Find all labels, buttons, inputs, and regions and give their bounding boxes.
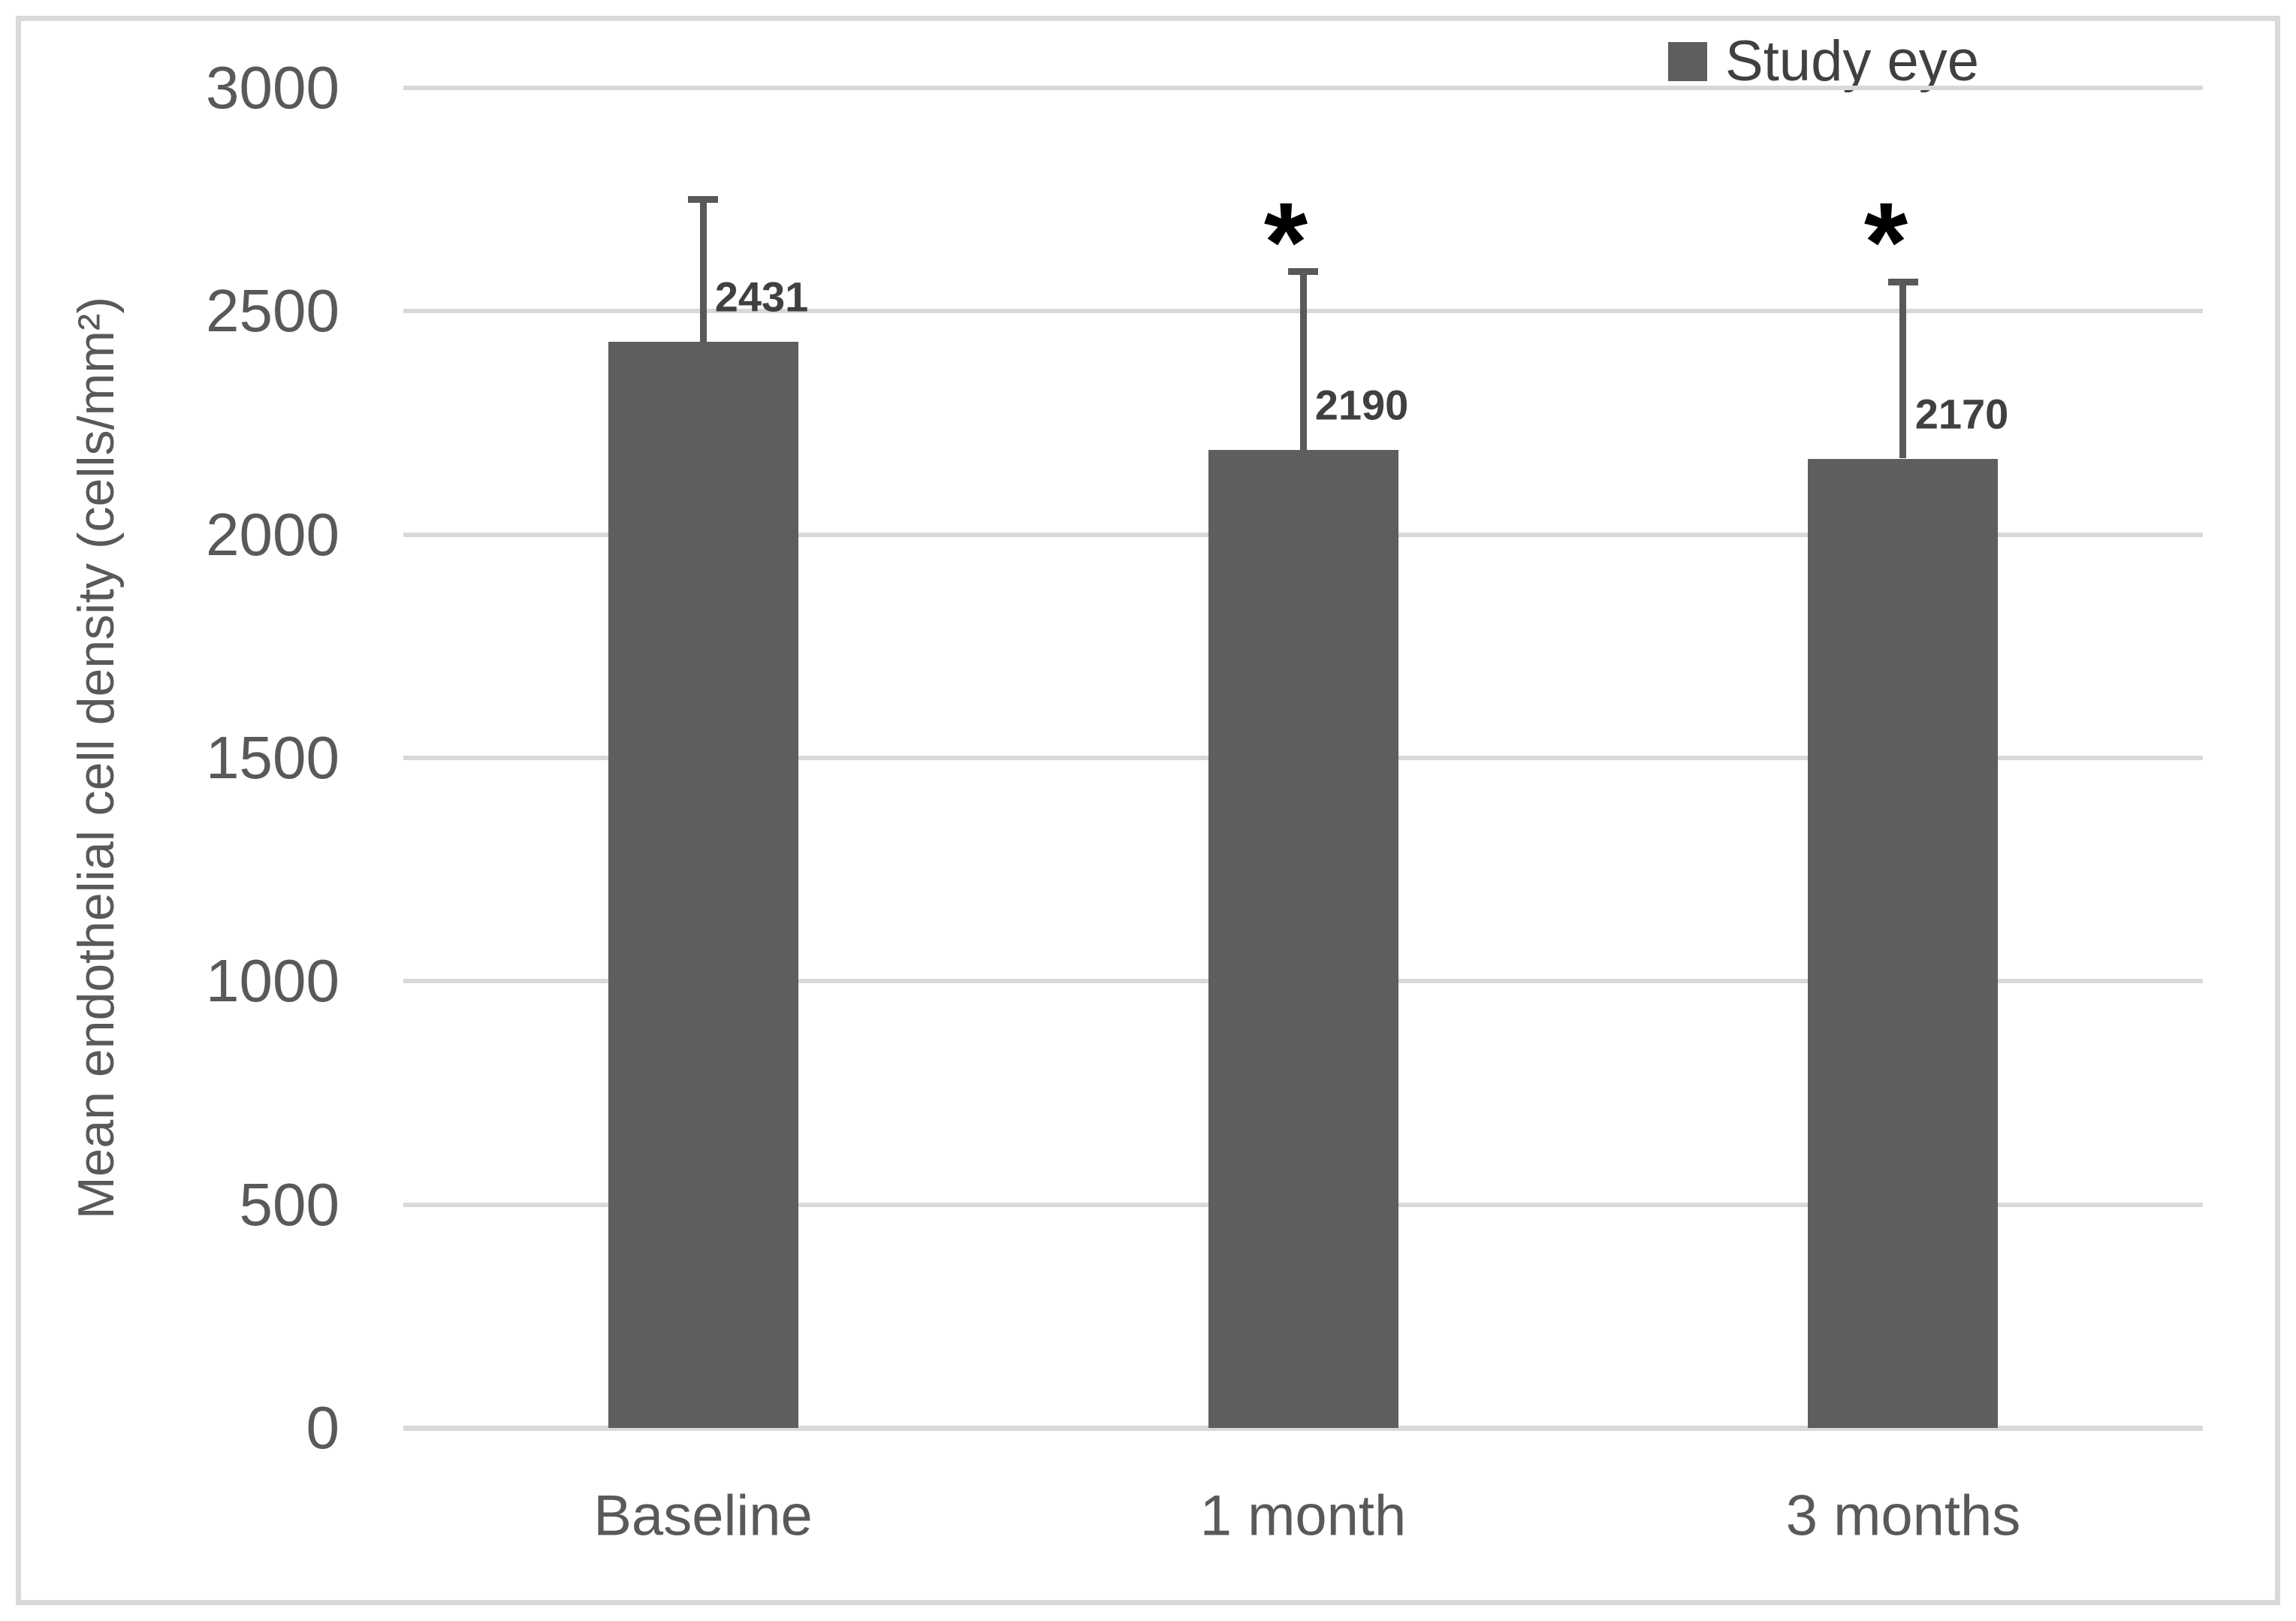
y-tick-label-500: 500 xyxy=(239,1171,339,1238)
legend-label-study-eye: Study eye xyxy=(1725,29,1979,93)
x-axis-label-baseline: Baseline xyxy=(593,1484,813,1548)
bar-baseline xyxy=(608,342,798,1428)
gridline-3000 xyxy=(403,86,2203,90)
y-tick-label-2000: 2000 xyxy=(206,501,339,568)
error-bar-cap-1-month xyxy=(1288,268,1318,275)
error-bar-cap-baseline xyxy=(688,196,718,203)
x-axis-label-1-month: 1 month xyxy=(1199,1484,1407,1548)
error-bar-line-3-months xyxy=(1899,282,1906,458)
legend-swatch-study-eye xyxy=(1668,42,1707,81)
bar-1-month xyxy=(1208,450,1398,1428)
y-tick-label-0: 0 xyxy=(306,1394,340,1461)
legend: Study eye xyxy=(1668,33,1979,90)
x-axis-line xyxy=(403,1426,2203,1431)
bar-3-months xyxy=(1808,459,1998,1428)
y-tick-label-3000: 3000 xyxy=(206,54,339,121)
data-label-3-months: 2170 xyxy=(1914,390,2009,438)
significance-asterisk-1-month: * xyxy=(1263,179,1308,305)
data-label-baseline: 2431 xyxy=(714,273,809,321)
chart-border-frame xyxy=(16,16,2280,1605)
error-bar-cap-3-months xyxy=(1888,279,1918,285)
error-bar-line-baseline xyxy=(700,199,707,342)
error-bar-line-1-month xyxy=(1300,271,1307,450)
significance-asterisk-3-months: * xyxy=(1863,179,1908,305)
data-label-1-month: 2190 xyxy=(1314,381,1409,429)
y-tick-label-1000: 1000 xyxy=(206,947,339,1014)
x-axis-label-3-months: 3 months xyxy=(1785,1484,2021,1548)
y-tick-label-1500: 1500 xyxy=(206,724,339,791)
y-tick-label-2500: 2500 xyxy=(206,277,339,344)
